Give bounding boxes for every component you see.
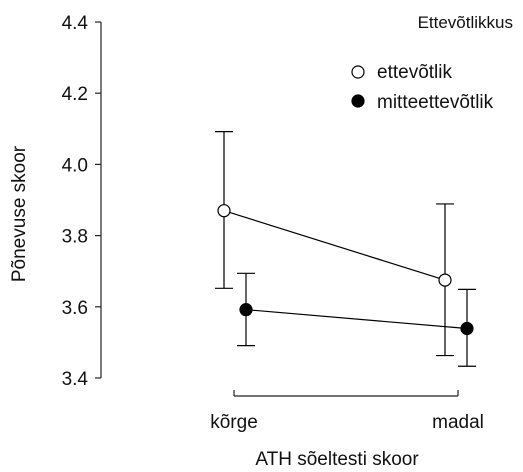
data-point-mitteettevotlik-0: [239, 303, 253, 317]
x-tick-label-korge: kõrge: [210, 412, 258, 433]
y-tick-label: 4.0: [62, 155, 88, 176]
y-tick-label: 3.6: [62, 298, 88, 319]
y-tick-label: 3.4: [62, 369, 89, 390]
data-point-mitteettevotlik-1: [460, 321, 474, 336]
series-line-ettevotlik: [223, 210, 446, 281]
y-ticks-layer: 3.4 3.6 3.8 4.0 4.2 4.4: [62, 13, 101, 390]
y-tick-label: 3.8: [62, 227, 88, 248]
legend-label-ettevotlik: ettevõtlik: [377, 62, 452, 83]
y-tick-label: 4.4: [62, 13, 89, 34]
legend-label-mitteettevotlik: mitteettevõtlik: [377, 92, 494, 113]
legend-marker-mitteettevotlik: [351, 94, 365, 108]
y-tick-label: 4.2: [62, 84, 88, 105]
legend-title: Ettevõtlikkus: [418, 13, 513, 32]
data-point-ettevotlik-1: [438, 273, 452, 287]
x-axis-title: ATH sõeltesti skoor: [255, 449, 419, 470]
y-axis-title: Põnevuse skoor: [9, 145, 30, 282]
series-layer: [215, 131, 476, 367]
legend-marker-ettevotlik: [351, 65, 365, 79]
axes-layer: [100, 22, 458, 397]
x-ticks-layer: kõrge madal: [210, 390, 484, 433]
data-point-ettevotlik-0: [217, 204, 231, 218]
series-line-mitteettevotlik: [245, 309, 468, 330]
legend: Ettevõtlikkus ettevõtlik mitteettevõtlik: [351, 13, 513, 113]
x-tick-label-madal: madal: [432, 412, 484, 433]
